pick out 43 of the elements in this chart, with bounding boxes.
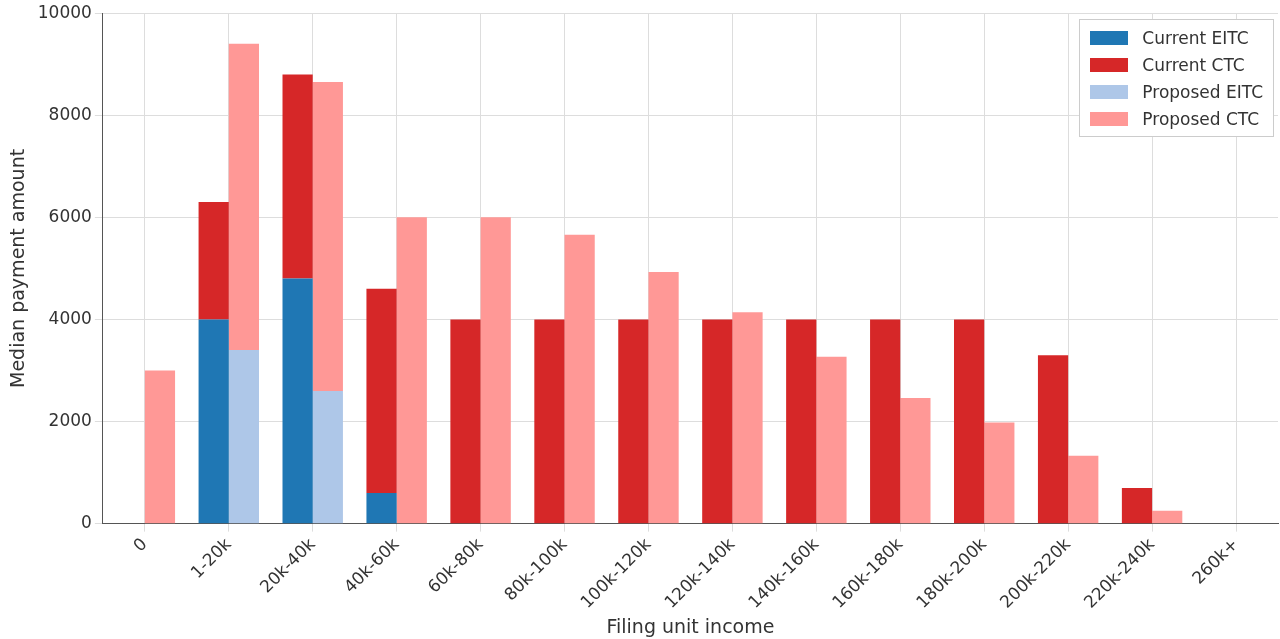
bar [954,319,985,524]
bar [900,398,931,524]
bar [228,43,259,351]
bar [1121,487,1153,524]
bar [228,350,259,524]
bar [312,82,343,391]
legend-label: Current EITC [1142,27,1249,48]
bar [702,319,733,524]
y-tick-label: 6000 [48,205,92,226]
x-axis-title: Filing unit income [606,614,775,637]
y-tick-label: 2000 [48,409,92,430]
bar [618,319,649,524]
y-tick-label: 4000 [48,307,92,328]
y-axis-title: Median payment amount [6,148,29,388]
bar [870,319,901,524]
bar [144,370,176,524]
bar [984,422,1015,524]
bar [396,217,427,524]
bar [366,493,397,524]
bar [732,312,763,524]
bar [480,217,511,524]
y-tick-label: 0 [81,512,92,533]
bar [282,74,313,279]
bar [282,278,313,524]
bar [198,319,229,524]
bar [786,319,817,524]
bar [1152,510,1183,524]
bar [1068,455,1099,524]
x-tick-label: 0 [129,533,151,556]
legend-label: Proposed EITC [1142,81,1263,102]
legend-label: Proposed CTC [1142,108,1260,129]
bar [450,319,481,524]
bar [816,356,847,524]
bar [312,390,343,524]
y-tick-label: 8000 [48,103,92,124]
y-tick-label: 10000 [37,1,92,22]
bar [564,234,595,524]
bar [534,319,565,524]
bar [366,288,397,493]
bar [1037,355,1069,524]
bar [198,202,229,320]
bar [648,271,679,524]
legend-label: Current CTC [1142,54,1245,75]
